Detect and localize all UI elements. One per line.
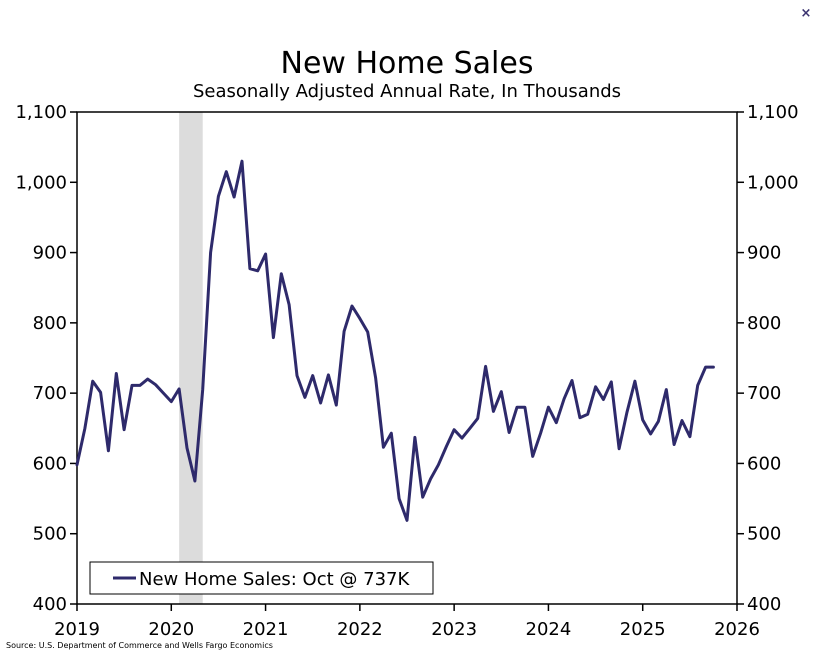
y-tick-label-left: 600 <box>33 453 67 474</box>
y-tick-label-left: 400 <box>33 594 67 615</box>
y-tick-label-right: 1,100 <box>747 102 799 123</box>
legend-box <box>89 561 434 595</box>
y-tick-label-left: 900 <box>33 243 67 264</box>
y-tick-label-right: 800 <box>747 313 781 334</box>
axes: 400 400 500 500 600 600 700 700 800 800 900 900 1,00… <box>15 102 798 640</box>
source-note: Source: U.S. Department of Commerce and … <box>6 641 273 650</box>
legend: New Home Sales: Oct @ 737K <box>89 561 434 595</box>
y-tick-label-left: 500 <box>33 524 67 545</box>
y-tick-label-left: 1,100 <box>15 102 67 123</box>
x-tick-label: 2022 <box>337 619 383 640</box>
legend-label: New Home Sales: Oct @ 737K <box>139 569 410 590</box>
x-tick-label: 2025 <box>620 619 666 640</box>
x-tick-label: 2023 <box>431 619 477 640</box>
chart-subtitle: Seasonally Adjusted Annual Rate, In Thou… <box>193 81 621 102</box>
plot-frame <box>76 111 738 605</box>
series-lines <box>75 159 715 522</box>
y-tick-label-left: 700 <box>33 383 67 404</box>
y-tick-label-right: 600 <box>747 453 781 474</box>
y-tick-label-right: 700 <box>747 383 781 404</box>
shaded-periods <box>179 112 203 604</box>
recession-shade-0 <box>179 112 203 604</box>
y-tick-label-right: 500 <box>747 524 781 545</box>
x-tick-label: 2020 <box>148 619 194 640</box>
x-tick-label: 2024 <box>526 619 572 640</box>
x-tick-label: 2021 <box>243 619 289 640</box>
close-icon[interactable]: × <box>801 6 812 21</box>
y-tick-label-right: 400 <box>747 594 781 615</box>
y-tick-label-right: 900 <box>747 243 781 264</box>
x-tick-label: 2019 <box>54 619 100 640</box>
series-line-0 <box>75 159 715 522</box>
y-tick-label-left: 1,000 <box>15 172 67 193</box>
y-tick-label-right: 1,000 <box>747 172 799 193</box>
chart-title: New Home Sales <box>281 46 534 81</box>
y-tick-label-left: 800 <box>33 313 67 334</box>
x-tick-label: 2026 <box>714 619 760 640</box>
